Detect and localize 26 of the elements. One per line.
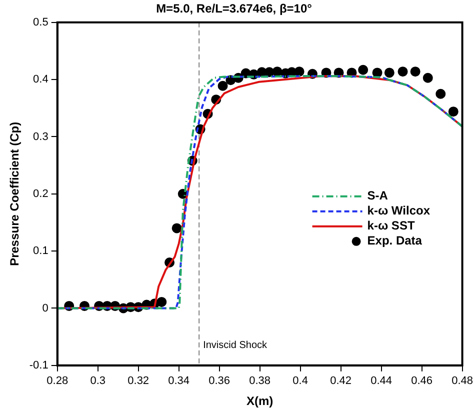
x-tick-label: 0.32 [128, 375, 150, 388]
ref-line-label: Inviscid Shock [203, 340, 268, 352]
y-tick-label: 0.1 [33, 245, 48, 258]
legend-label: Exp. Data [367, 234, 422, 248]
y-tick-label: 0.5 [33, 16, 48, 28]
y-tick-label: 0 [42, 302, 48, 314]
x-tick-label: 0.3 [90, 375, 106, 388]
y-axis-title: Pressure Coefficient (Cp) [8, 122, 22, 266]
y-tick-label: -0.1 [29, 359, 48, 372]
legend-label: k-ω SST [367, 218, 416, 233]
x-tick-label: 0.44 [370, 375, 392, 388]
x-tick-label: 0.46 [411, 375, 433, 388]
x-tick-label: 0.48 [452, 375, 474, 388]
legend-label: S-A [367, 188, 388, 203]
x-tick-label: 0.42 [330, 375, 352, 388]
x-tick-label: 0.34 [168, 375, 190, 388]
x-tick-label: 0.4 [292, 375, 308, 388]
y-tick-label: 0.2 [33, 188, 48, 200]
x-axis-title: X(m) [246, 394, 274, 408]
chart-title: M=5.0, Re/L=3.674e6, β=10° [156, 2, 312, 16]
legend-label: k-ω Wilcox [367, 204, 430, 218]
y-tick-label: 0.4 [33, 74, 48, 86]
x-tick-label: 0.28 [46, 375, 68, 388]
x-tick-label: 0.36 [208, 375, 230, 388]
y-tick-label: 0.3 [33, 130, 48, 143]
x-tick-label: 0.38 [249, 375, 271, 388]
